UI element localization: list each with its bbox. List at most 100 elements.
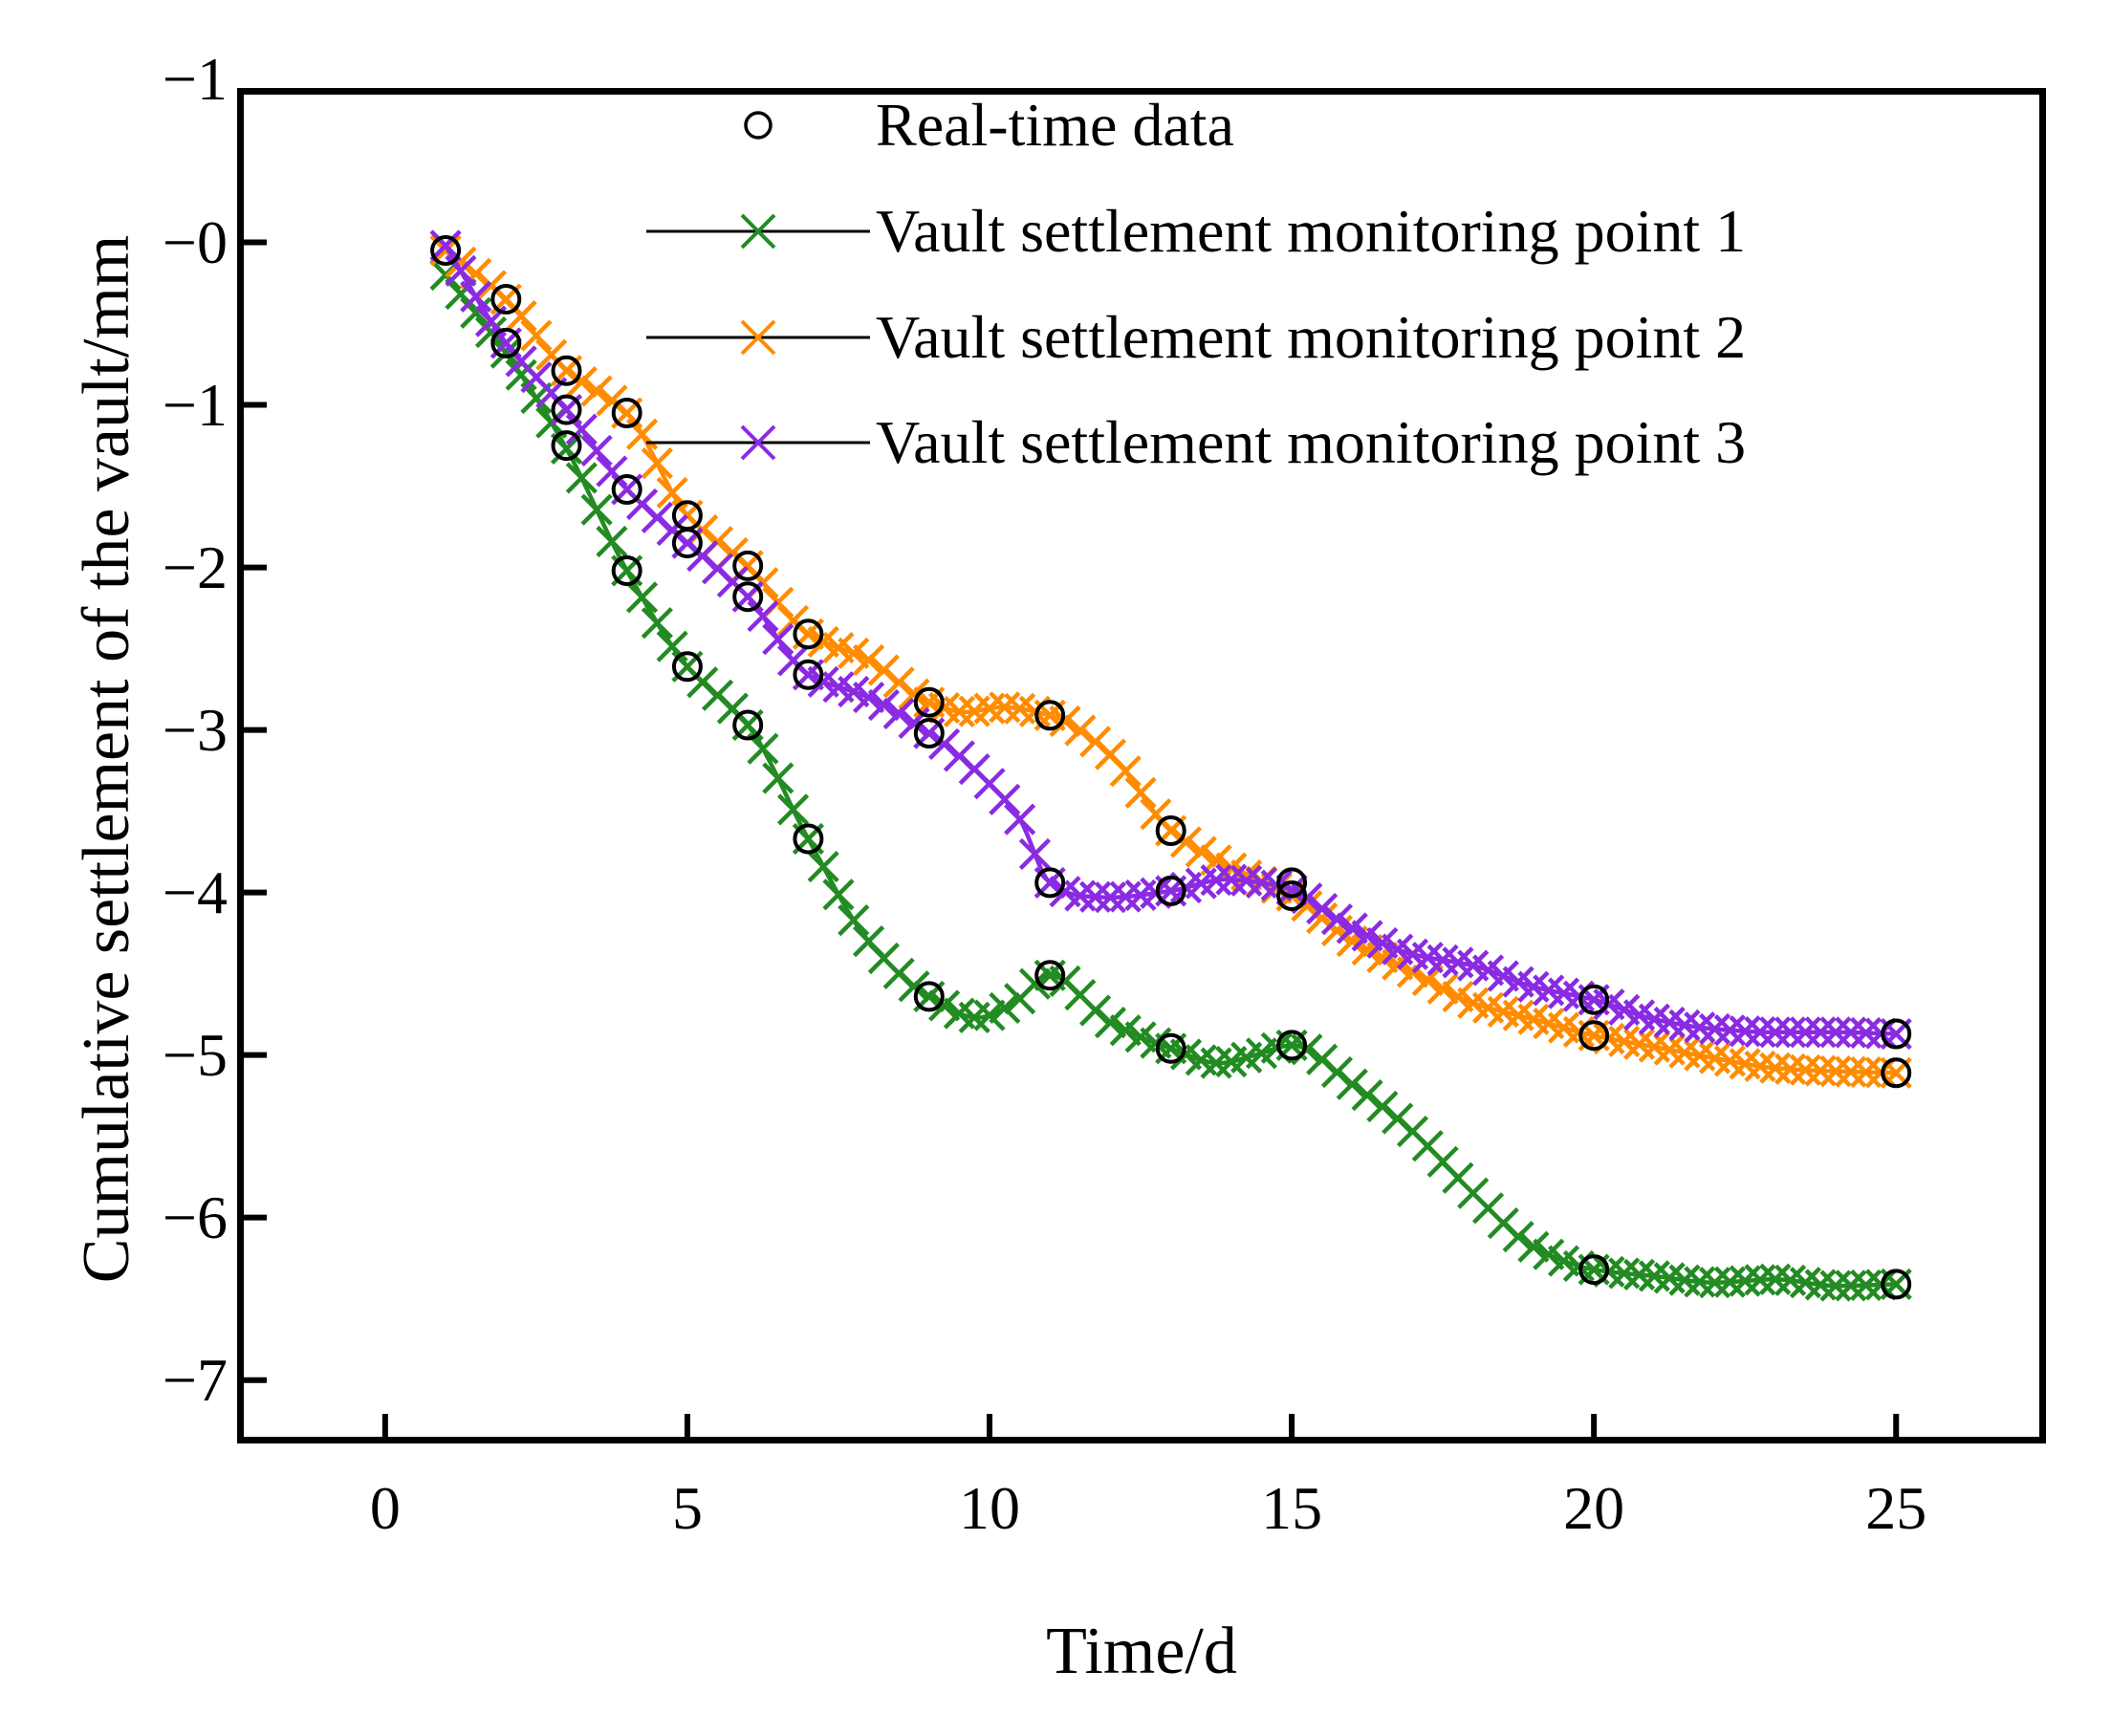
- x-marker: [1004, 803, 1036, 835]
- x-marker: [898, 970, 930, 1003]
- x-marker: [1804, 1054, 1837, 1087]
- series-vault-settlement-monitoring-point-2: [429, 234, 1912, 1089]
- x-marker: [1850, 1055, 1882, 1089]
- x-marker: [1744, 1264, 1776, 1296]
- x-marker: [882, 666, 915, 699]
- x-marker: [1819, 1055, 1852, 1088]
- x-marker: [505, 300, 537, 333]
- x-marker: [565, 366, 598, 399]
- x-marker: [1018, 967, 1052, 1000]
- x-marker: [1018, 837, 1052, 871]
- legend-circle-marker: [744, 111, 773, 140]
- data-point-circle: [611, 555, 642, 586]
- x-marker: [1336, 912, 1368, 944]
- y-tick-label: −1: [162, 370, 228, 439]
- x-marker: [1835, 1016, 1867, 1049]
- data-point-circle: [430, 235, 462, 266]
- data-point-circle: [1881, 1269, 1912, 1300]
- x-marker: [1351, 1079, 1383, 1112]
- x-marker: [1411, 964, 1444, 997]
- x-marker: [1124, 776, 1157, 809]
- data-point-circle: [1155, 875, 1186, 906]
- x-marker: [928, 727, 961, 761]
- x-marker: [565, 462, 598, 494]
- x-marker: [1744, 1015, 1776, 1049]
- x-marker: [1336, 1068, 1368, 1100]
- x-marker: [1698, 1267, 1731, 1299]
- data-point-circle: [1276, 1030, 1308, 1061]
- x-marker: [1200, 864, 1232, 897]
- x-marker: [776, 793, 810, 826]
- data-point-circle: [1034, 867, 1066, 899]
- data-point-circle: [611, 474, 642, 505]
- data-point-circle: [913, 686, 945, 718]
- legend-label: Vault settlement monitoring point 1: [876, 197, 1747, 265]
- x-axis-title: Time/d: [1046, 1615, 1237, 1688]
- x-marker: [580, 375, 613, 407]
- x-marker: [1169, 826, 1203, 858]
- data-point-circle: [1034, 700, 1066, 731]
- x-marker: [429, 229, 462, 262]
- x-marker: [1819, 1016, 1852, 1049]
- data-point-circle: [1881, 1018, 1912, 1050]
- x-marker: [1774, 1016, 1807, 1049]
- x-tick-label: 25: [1865, 1474, 1927, 1542]
- chart-canvas: [237, 88, 2046, 1443]
- x-marker: [762, 623, 794, 656]
- x-marker: [641, 607, 673, 640]
- y-tick-label: −1: [162, 45, 228, 114]
- series-real-time-data: [430, 235, 1912, 1300]
- data-point-circle: [551, 430, 582, 462]
- y-tick-label: −6: [162, 1183, 228, 1251]
- data-point-circle: [1578, 1254, 1610, 1286]
- series-vault-settlement-monitoring-point-1: [429, 258, 1912, 1302]
- x-marker: [852, 681, 885, 714]
- x-marker: [1804, 1016, 1837, 1049]
- x-marker: [852, 643, 885, 677]
- x-marker: [867, 688, 900, 722]
- x-marker: [625, 581, 659, 614]
- x-marker: [1729, 1015, 1761, 1048]
- x-marker: [1094, 1007, 1127, 1039]
- x-marker: [822, 879, 855, 911]
- data-point-circle: [671, 651, 703, 683]
- x-marker: [1366, 1090, 1399, 1123]
- x-tick-label: 10: [959, 1474, 1021, 1542]
- x-marker: [1064, 714, 1097, 747]
- data-point-circle: [1276, 880, 1308, 911]
- x-marker: [1502, 1221, 1534, 1253]
- x-marker: [474, 315, 508, 349]
- x-marker: [1109, 755, 1142, 788]
- y-tick-label: −3: [162, 695, 228, 764]
- x-marker: [973, 999, 1006, 1031]
- data-point-circle: [1155, 815, 1186, 846]
- x-marker: [882, 697, 915, 730]
- x-tick-label: 5: [671, 1474, 703, 1542]
- x-marker: [1306, 892, 1338, 925]
- x-marker: [596, 525, 628, 558]
- x-marker: [565, 413, 598, 445]
- plot-area: [237, 88, 2046, 1443]
- x-marker: [1684, 1266, 1716, 1298]
- data-point-circle: [611, 398, 642, 428]
- y-tick-label: −5: [162, 1020, 228, 1089]
- x-marker: [1774, 1052, 1807, 1085]
- data-point-circle: [1881, 1057, 1912, 1089]
- x-marker: [1789, 1053, 1822, 1086]
- data-point-circle: [1276, 867, 1308, 899]
- x-marker: [1275, 874, 1308, 906]
- x-marker: [460, 280, 492, 313]
- data-point-circle: [913, 718, 945, 749]
- data-point-circle: [793, 618, 824, 650]
- x-marker: [1835, 1269, 1867, 1302]
- data-point-circle: [732, 550, 764, 581]
- x-marker: [1351, 920, 1383, 952]
- x-marker: [1049, 705, 1081, 738]
- legend-line-x-marker: [646, 424, 870, 461]
- x-marker: [580, 434, 613, 467]
- legend-line-x-marker: [646, 319, 870, 356]
- data-point-circle: [1155, 1032, 1186, 1064]
- data-point-circle: [913, 981, 945, 1012]
- legend-label: Vault settlement monitoring point 2: [876, 303, 1747, 371]
